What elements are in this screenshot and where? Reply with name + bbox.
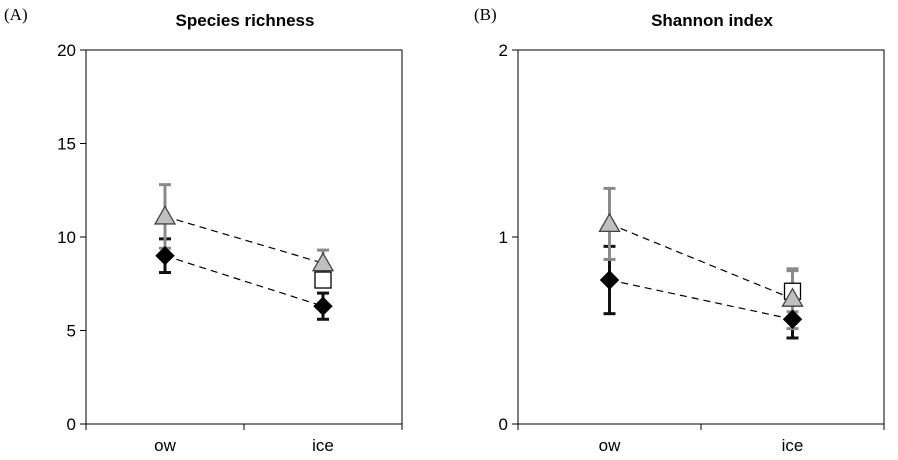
panel-b-point-triangle — [781, 287, 804, 307]
panel-b-point-diamond — [599, 270, 620, 290]
panel-b-label: (B) — [474, 5, 497, 24]
panel-b-x-tick-label: ow — [599, 436, 621, 455]
panel-a-y-tick-label: 20 — [57, 41, 76, 60]
panel-a-label: (A) — [4, 5, 28, 24]
panel-b-y-tick-label: 2 — [499, 41, 508, 60]
panel-a-series-triangle-line — [164, 215, 324, 264]
panel-a-y-tick-label: 10 — [57, 228, 76, 247]
panel-a-series-diamond-line — [164, 255, 324, 307]
panel-b-y-tick-label: 1 — [499, 228, 508, 247]
panel-b-marks: ow ice 0 1 2 — [499, 41, 885, 455]
panel-b-series-triangle-line — [609, 223, 793, 300]
panel-b-series-diamond-line — [609, 279, 793, 320]
panel-b-point-diamond — [782, 309, 803, 329]
panel-b-title: Shannon index — [651, 11, 773, 30]
panel-b-plot-area — [517, 49, 885, 425]
panel-b-point-triangle — [598, 212, 621, 233]
panel-a-y-tick-label: 5 — [67, 322, 76, 341]
panel-a-plot-area — [85, 49, 403, 425]
panel-a-point-diamond — [155, 245, 175, 266]
panel-a-point-diamond — [313, 296, 333, 316]
panel-a-x-tick-label: ow — [154, 436, 176, 455]
panel-a-title: Species richness — [176, 11, 315, 30]
panel-a-point-square — [314, 271, 332, 289]
panel-a-y-tick-label: 0 — [67, 415, 76, 434]
panel-b-y-tick-label: 0 — [499, 415, 508, 434]
panel-a-marks: ow ice 0 5 10 15 20 — [57, 41, 403, 455]
panel-a-x-tick-label: ice — [312, 436, 334, 455]
panel-b-x-tick-label: ice — [782, 436, 804, 455]
panel-a-point-triangle — [153, 205, 177, 225]
panel-a-y-tick-label: 15 — [57, 135, 76, 154]
panel-a-point-triangle — [311, 251, 335, 272]
